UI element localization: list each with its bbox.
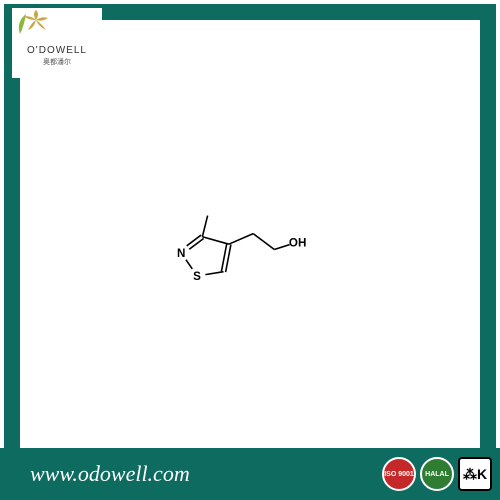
cert-badge: ⁂K [458, 457, 492, 491]
product-card: O'DOWELL 奥都潘尔 NS OH www.odowell.com ISO 9… [0, 0, 500, 500]
svg-text:OH: OH [289, 236, 306, 249]
svg-text:N: N [177, 247, 185, 260]
website-url: www.odowell.com [0, 461, 382, 487]
brand-subtitle: 奥都潘尔 [12, 57, 102, 67]
cert-badge: HALAL [420, 457, 454, 491]
cert-badge: ISO 9001 [382, 457, 416, 491]
footer-band: www.odowell.com ISO 9001HALAL⁂K [0, 448, 500, 500]
leaf-flower-icon [12, 8, 52, 38]
brand-name: O'DOWELL [12, 45, 102, 56]
svg-text:S: S [193, 270, 201, 283]
certification-badges: ISO 9001HALAL⁂K [382, 457, 500, 491]
brand-logo: O'DOWELL 奥都潘尔 [12, 8, 102, 78]
chemical-structure: NS OH [165, 205, 335, 295]
